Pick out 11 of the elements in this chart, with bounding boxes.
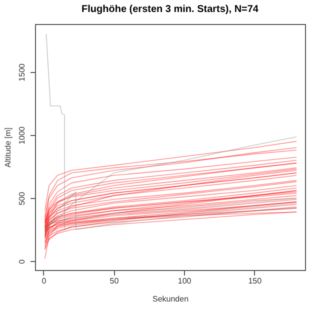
x-tick-label: 150 bbox=[248, 276, 262, 286]
y-tick-label: 0 bbox=[18, 258, 26, 264]
y-tick-label: 500 bbox=[18, 191, 26, 206]
y-tick-label: 1500 bbox=[18, 62, 26, 82]
x-tick-label: 50 bbox=[110, 276, 120, 286]
y-tick-label: 1000 bbox=[18, 126, 26, 144]
x-tick-label: 0 bbox=[42, 276, 47, 286]
x-axis-title: Sekunden bbox=[152, 294, 189, 304]
chart-title: Flughöhe (ersten 3 min. Starts), N=74 bbox=[82, 4, 259, 15]
y-axis-title: Altitude [m] bbox=[4, 127, 12, 168]
x-tick-label: 100 bbox=[178, 276, 192, 286]
